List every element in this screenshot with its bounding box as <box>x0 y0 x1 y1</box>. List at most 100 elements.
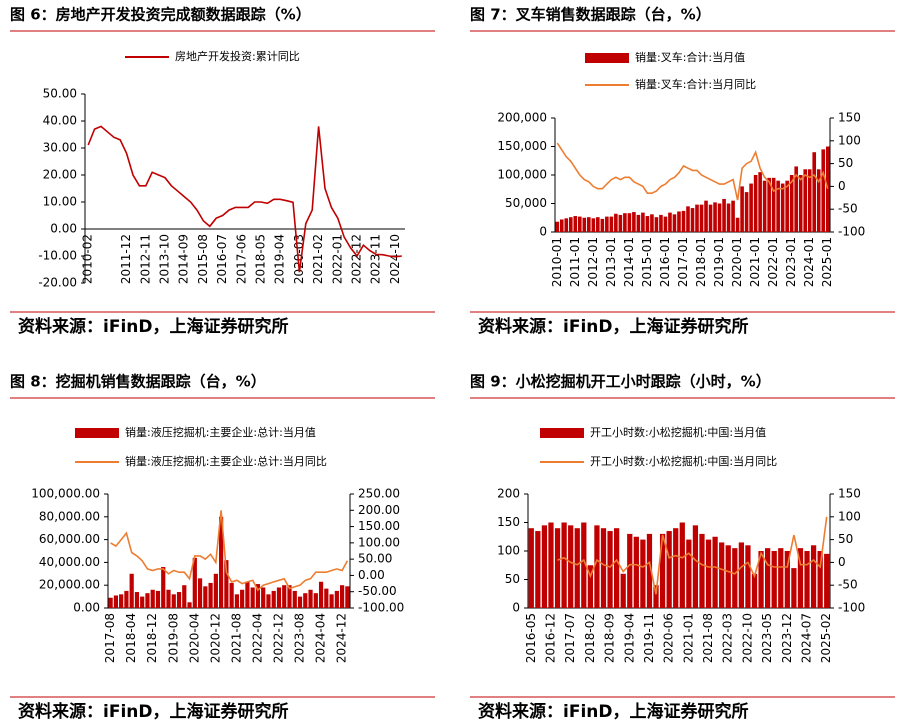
y2-tick-label: -100.00 <box>358 601 404 615</box>
bar <box>695 204 699 232</box>
x-tick-label: 2020-01 <box>730 237 744 287</box>
bar <box>261 587 266 608</box>
bar <box>329 594 334 608</box>
x-tick-label: 2018-04 <box>124 613 138 663</box>
x-tick-label: 2022-04 <box>250 613 264 663</box>
x-tick-label: 2013-10 <box>158 234 172 284</box>
x-tick-label: 2017-08 <box>103 613 117 663</box>
y-tick-label: 50 <box>505 572 520 586</box>
x-tick-label: 2019-04 <box>622 613 636 663</box>
y2-tick-label: -100 <box>838 225 865 239</box>
bar <box>704 200 708 232</box>
bar <box>594 525 600 608</box>
bar <box>541 525 548 608</box>
bar <box>596 217 600 232</box>
x-tick-label: 2023-12 <box>780 613 794 663</box>
bar <box>187 602 192 608</box>
y-tick-label: 20.00 <box>43 168 77 182</box>
bar <box>668 212 672 232</box>
x-tick-label: 2023-05 <box>760 613 774 663</box>
bar <box>627 213 632 232</box>
bar <box>645 216 650 232</box>
source: 资料来源：iFinD，上海证券研究所 <box>18 701 288 722</box>
bar <box>345 586 350 608</box>
y-tick-label: 10.00 <box>43 195 77 209</box>
bar <box>646 533 653 608</box>
legend-label: 房地产开发投资:累计同比 <box>175 49 300 63</box>
bar <box>659 214 663 232</box>
bar <box>797 548 804 608</box>
bar <box>776 180 780 232</box>
bar <box>673 528 679 608</box>
bar <box>240 589 245 608</box>
y2-tick-label: 150 <box>838 111 861 125</box>
bar <box>681 210 686 232</box>
bar <box>812 152 817 232</box>
x-tick-label: 2018-09 <box>603 613 617 663</box>
x-tick-label: 2011-12 <box>119 234 133 284</box>
bar <box>559 219 564 232</box>
x-tick-label: 2024-04 <box>314 613 328 663</box>
legend-swatch <box>585 53 629 63</box>
y-tick-label: 40.00 <box>43 114 77 128</box>
x-tick-label: 2024-12 <box>335 613 349 663</box>
y-tick-label: 0 <box>512 601 520 615</box>
bar <box>561 522 567 608</box>
bar <box>145 593 150 608</box>
bar <box>726 203 731 232</box>
bar <box>824 553 830 608</box>
x-tick-label: 2022-12 <box>271 613 285 663</box>
x-tick-label: 2019-01 <box>712 237 726 287</box>
bar <box>686 206 690 232</box>
bar <box>607 531 613 608</box>
y-tick-label: -20.00 <box>38 276 77 290</box>
bar <box>535 531 541 608</box>
bar <box>719 542 725 608</box>
y-tick-label: 80,000.00 <box>39 509 100 523</box>
bar <box>778 548 784 608</box>
y-tick-label: 100 <box>497 544 520 558</box>
y2-tick-label: 0 <box>838 555 846 569</box>
bar <box>113 595 118 608</box>
x-tick-label: 2020-04 <box>187 613 201 663</box>
x-tick-label: 2022-12 <box>350 234 364 284</box>
bar <box>677 211 681 232</box>
bar <box>632 212 636 232</box>
legend-swatch <box>540 428 584 438</box>
bar <box>292 590 297 608</box>
x-tick-label: 2013-01 <box>604 237 618 287</box>
y2-tick-label: 50 <box>838 156 853 170</box>
y-tick-label: -10.00 <box>38 249 77 263</box>
bar <box>308 589 313 608</box>
x-tick-label: 2017-01 <box>676 237 690 287</box>
x-tick-label: 2010-02 <box>81 234 95 284</box>
x-tick-label: 2023-11 <box>369 234 383 284</box>
bar <box>738 542 744 608</box>
bar <box>155 590 161 608</box>
bar <box>150 589 155 608</box>
x-tick-label: 2018-05 <box>254 234 268 284</box>
bar <box>692 525 699 608</box>
bar <box>798 175 803 232</box>
bar <box>587 565 593 608</box>
bar <box>640 539 646 608</box>
bar <box>810 545 817 608</box>
bar <box>548 522 554 608</box>
bar <box>803 169 808 232</box>
x-tick-label: 2018-01 <box>694 237 708 287</box>
x-tick-label: 2019-11 <box>642 613 656 663</box>
line <box>557 516 828 595</box>
x-tick-label: 2011-01 <box>568 237 582 287</box>
bar <box>129 573 134 608</box>
bar <box>282 585 287 608</box>
bar <box>266 594 271 608</box>
x-tick-label: 2021-02 <box>311 234 325 284</box>
x-tick-label: 2021-01 <box>681 613 695 663</box>
bar <box>633 536 639 608</box>
bar <box>573 216 578 232</box>
bar <box>767 177 771 232</box>
bar <box>605 216 609 232</box>
bar <box>784 551 790 608</box>
x-tick-label: 2012-01 <box>586 237 600 287</box>
bar <box>574 528 580 608</box>
